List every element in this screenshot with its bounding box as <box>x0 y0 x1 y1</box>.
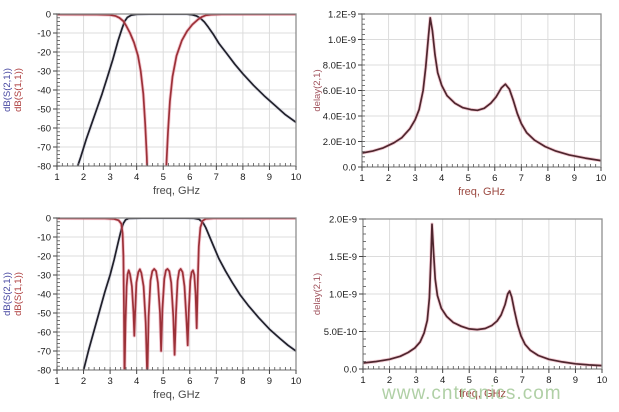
y-tick-label: 0.0 <box>343 163 356 174</box>
y-axis-label: dB(S(2,1)) <box>2 272 13 316</box>
y-tick-label: -60 <box>37 124 51 135</box>
y-tick-label: 1.0E-9 <box>329 290 357 301</box>
y-tick-label: 6.0E-10 <box>323 86 356 97</box>
x-tick-label: 9 <box>572 173 577 184</box>
x-tick-label: 10 <box>596 173 607 184</box>
y-tick-label: -50 <box>37 105 51 116</box>
x-tick-label: 2 <box>386 173 391 184</box>
x-tick-label: 4 <box>440 375 445 386</box>
y-tick-label: -70 <box>37 143 51 154</box>
y-tick-label: 2.0E-9 <box>329 215 357 226</box>
trace-delay(2,1) <box>363 223 602 367</box>
x-tick-label: 7 <box>214 172 219 183</box>
trace-dB(S(2,1)) <box>82 218 296 370</box>
y-tick-label: 0 <box>46 10 51 21</box>
x-tick-label: 9 <box>267 172 272 183</box>
x-axis-label: freq, GHz <box>153 389 200 401</box>
y-tick-label: -30 <box>37 271 51 282</box>
x-tick-label: 8 <box>545 173 550 184</box>
x-tick-label: 7 <box>519 173 524 184</box>
y-tick-label: -60 <box>37 328 51 339</box>
x-tick-label: 5 <box>466 173 471 184</box>
y-axis-label: delay(2,1) <box>312 69 323 111</box>
x-tick-label: 5 <box>161 172 166 183</box>
x-tick-label: 7 <box>214 376 219 387</box>
x-tick-label: 9 <box>267 376 272 387</box>
y-tick-label: 5.0E-10 <box>324 327 357 338</box>
x-tick-label: 3 <box>107 376 112 387</box>
y-axis-label: delay(2,1) <box>312 273 323 315</box>
x-tick-label: 6 <box>492 173 497 184</box>
y-tick-label: 8.0E-10 <box>323 61 356 72</box>
y-tick-label: -10 <box>37 233 51 244</box>
x-tick-label: 10 <box>597 375 608 386</box>
y-tick-label: 2.0E-10 <box>323 137 356 148</box>
x-tick-label: 10 <box>291 172 302 183</box>
x-tick-label: 8 <box>546 375 551 386</box>
y-tick-label: -30 <box>37 67 51 78</box>
group-delay-filter-1-plot: 1 2 3 4 5 6 7 8 9 10 0.0 2.0E-10 4.0E-10 6.0E-10 8.0E-… <box>312 10 607 199</box>
x-tick-label: 6 <box>493 375 498 386</box>
s-parameters-filter-2-plot: 1 2 3 4 5 6 7 8 9 10 0 -10 -20 -30 -40 -50 -60 -70 -80 freq… <box>2 214 302 402</box>
x-tick-label: 3 <box>413 375 418 386</box>
trace-halo <box>57 14 296 166</box>
x-axis-label: freq, GHz <box>153 185 200 197</box>
x-tick-label: 4 <box>134 376 139 387</box>
y-tick-label: 0 <box>46 214 51 225</box>
trace-dB(S(1,1)) <box>57 218 296 370</box>
y-tick-label: 1.5E-9 <box>329 252 357 263</box>
x-tick-label: 2 <box>387 375 392 386</box>
y-tick-label: 1.2E-9 <box>328 10 356 21</box>
y-tick-label: 0.0 <box>344 365 357 376</box>
x-tick-label: 8 <box>240 172 245 183</box>
x-tick-label: 1 <box>54 172 59 183</box>
y-tick-label: -80 <box>37 366 51 377</box>
x-tick-label: 6 <box>187 376 192 387</box>
x-tick-label: 2 <box>81 172 86 183</box>
y-tick-label: -50 <box>37 309 51 320</box>
x-tick-label: 3 <box>107 172 112 183</box>
x-tick-label: 7 <box>520 375 525 386</box>
x-tick-label: 4 <box>439 173 444 184</box>
group-delay-filter-2-plot: 1 2 3 4 5 6 7 8 9 10 0.0 5.0E-10 1.0E-9 1.5E-9 2.0E-9 f… <box>312 215 608 401</box>
trace-halo <box>363 222 602 368</box>
x-tick-label: 2 <box>81 376 86 387</box>
x-tick-label: 8 <box>240 376 245 387</box>
x-tick-label: 4 <box>134 172 139 183</box>
chart-s-parameters-filter-1: 1 2 3 4 5 6 7 8 9 10 0 -10 -20 -30 -40 -50 -60 -70 -80 freq… <box>0 0 310 206</box>
s-parameters-filter-1-plot: 1 2 3 4 5 6 7 8 9 10 0 -10 -20 -30 -40 -50 -60 -70 -80 freq… <box>2 10 302 198</box>
x-tick-label: 3 <box>412 173 417 184</box>
y-tick-label: -40 <box>37 86 51 97</box>
chart-s-parameters-filter-2: 1 2 3 4 5 6 7 8 9 10 0 -10 -20 -30 -40 -50 -60 -70 -80 freq… <box>0 206 310 412</box>
x-tick-label: 1 <box>360 375 365 386</box>
y-tick-label: -20 <box>37 252 51 263</box>
y-axis-label: dB(S(1,1)) <box>13 272 24 316</box>
trace-dB(S(1,1)) <box>57 14 296 166</box>
y-tick-label: -10 <box>37 29 51 40</box>
x-tick-label: 5 <box>467 375 472 386</box>
y-axis-label: dB(S(2,1)) <box>2 68 13 112</box>
chart-group-delay-filter-1: 1 2 3 4 5 6 7 8 9 10 0.0 2.0E-10 4.0E-10 6.0E-10 8.0E-… <box>310 0 619 206</box>
x-axis-label: freq, GHz <box>459 388 506 400</box>
y-tick-label: -70 <box>37 347 51 358</box>
y-tick-label: 4.0E-10 <box>323 112 356 123</box>
y-tick-label: -40 <box>37 290 51 301</box>
trace-delay(2,1) <box>362 16 601 162</box>
x-tick-label: 1 <box>54 376 59 387</box>
y-tick-label: 1.0E-9 <box>328 35 356 46</box>
x-tick-label: 9 <box>573 375 578 386</box>
x-axis-label: freq, GHz <box>458 186 505 198</box>
x-tick-label: 10 <box>291 376 302 387</box>
x-tick-label: 6 <box>187 172 192 183</box>
x-tick-label: 1 <box>359 173 364 184</box>
y-tick-label: -80 <box>37 162 51 173</box>
chart-group-delay-filter-2: 1 2 3 4 5 6 7 8 9 10 0.0 5.0E-10 1.0E-9 1.5E-9 2.0E-9 f… <box>310 206 619 412</box>
y-axis-label: dB(S(1,1)) <box>13 68 24 112</box>
y-tick-label: -20 <box>37 48 51 59</box>
x-tick-label: 5 <box>161 376 166 387</box>
